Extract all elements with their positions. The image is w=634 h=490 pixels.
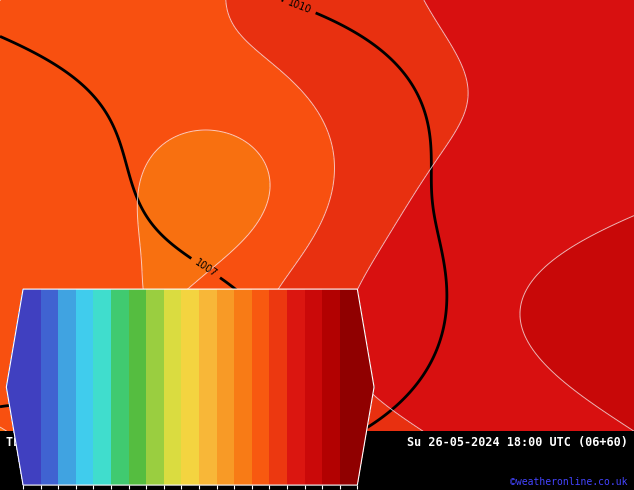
Text: Su 26-05-2024 18:00 UTC (06+60): Su 26-05-2024 18:00 UTC (06+60) <box>407 436 628 449</box>
Text: 1007: 1007 <box>193 257 219 279</box>
Text: 1010: 1010 <box>287 0 313 16</box>
PathPatch shape <box>358 289 374 485</box>
Text: Theta-W 850hPa [hPa] ECMWF: Theta-W 850hPa [hPa] ECMWF <box>6 436 191 449</box>
PathPatch shape <box>6 289 23 485</box>
Text: ©weatheronline.co.uk: ©weatheronline.co.uk <box>510 477 628 487</box>
